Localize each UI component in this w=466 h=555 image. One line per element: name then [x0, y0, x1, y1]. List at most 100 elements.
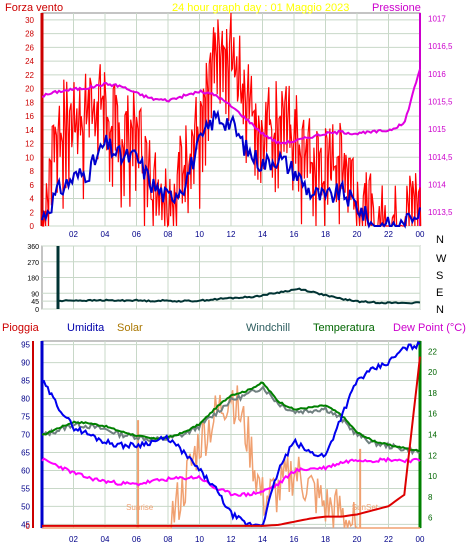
sunrise-label: Sunrise — [126, 503, 154, 512]
dew-point-label: Dew Point (°C) — [393, 322, 466, 334]
wind-tick-label: 30 — [25, 16, 34, 25]
rain-tick-label: 0 — [26, 522, 31, 531]
humidity-tick-label: 60 — [21, 466, 30, 475]
humidity-tick-label: 65 — [21, 448, 30, 457]
bottom-x-tick-label: 04 — [101, 535, 110, 544]
temperature-tick-label: 18 — [428, 389, 437, 398]
bottom-x-tick-label: 22 — [384, 535, 393, 544]
compass-letter: S — [436, 270, 443, 282]
direction-grid — [42, 245, 421, 310]
humidity-tick-label: 90 — [21, 359, 30, 368]
wind-tick-label: 12 — [25, 140, 34, 149]
bottom-x-tick-label: 20 — [353, 535, 362, 544]
top-x-tick-label: 16 — [290, 230, 299, 239]
solar-series — [42, 385, 420, 529]
humidity-tick-label: 70 — [21, 431, 30, 440]
bottom-x-tick-label: 18 — [321, 535, 330, 544]
pressure-tick-label: 1015,5 — [428, 98, 453, 107]
temperature-tick-label: 12 — [428, 451, 437, 460]
humidity-tick-label: 50 — [21, 502, 30, 511]
direction-tick-label: 0 — [35, 307, 39, 314]
wind-tick-label: 24 — [25, 57, 34, 66]
top-x-tick-label: 02 — [69, 230, 78, 239]
direction-tick-label: 45 — [31, 299, 39, 306]
humidity-tick-label: 75 — [21, 413, 30, 422]
temperature-tick-label: 20 — [428, 368, 437, 377]
pressure-label: Pressione — [372, 2, 421, 14]
top-x-tick-label: 14 — [258, 230, 267, 239]
wind-tick-label: 4 — [30, 195, 35, 204]
bottom-grid — [42, 341, 421, 528]
pressure-series — [41, 68, 421, 145]
bottom-x-tick-label: 10 — [195, 535, 204, 544]
pressure-tick-label: 1017 — [428, 15, 446, 24]
rain-series — [42, 356, 421, 527]
wind-tick-label: 14 — [25, 126, 34, 135]
top-x-tick-label: 18 — [321, 230, 330, 239]
wind-tick-label: 6 — [30, 181, 35, 190]
top-x-tick-label: 06 — [132, 230, 141, 239]
bottom-x-tick-label: 06 — [132, 535, 141, 544]
compass-letter: W — [436, 253, 447, 265]
bottom-x-tick-label: 02 — [69, 535, 78, 544]
top-x-tick-label: 20 — [353, 230, 362, 239]
temperature-tick-label: 6 — [428, 514, 433, 523]
top-x-tick-label: 08 — [164, 230, 173, 239]
wind-tick-label: 22 — [25, 71, 34, 80]
top-x-tick-label: 12 — [227, 230, 236, 239]
humidity-tick-label: 80 — [21, 395, 30, 404]
sunset-label: SunSet — [352, 503, 379, 512]
bottom-x-tick-label: 08 — [164, 535, 173, 544]
bottom-x-tick-label: 12 — [227, 535, 236, 544]
humidity-tick-label: 85 — [21, 377, 30, 386]
temperature-tick-label: 14 — [428, 431, 437, 440]
wind-tick-label: 0 — [30, 222, 35, 231]
humidity-tick-label: 55 — [21, 484, 30, 493]
wind-tick-label: 18 — [25, 98, 34, 107]
rain-label: Pioggia — [2, 322, 39, 334]
pressure-tick-label: 1016 — [428, 70, 446, 79]
top-x-tick-label: 00 — [416, 230, 425, 239]
wind-tick-label: 8 — [30, 167, 35, 176]
humidity-tick-label: 45 — [21, 520, 30, 529]
pressure-tick-label: 1014,5 — [428, 153, 453, 162]
direction-tick-label: 360 — [27, 244, 39, 251]
temperature-tick-label: 10 — [428, 472, 437, 481]
wind-direction-series — [57, 287, 421, 305]
humidity-label: Umidita — [67, 322, 105, 334]
compass-letter: E — [436, 287, 443, 299]
compass-letter: N — [436, 304, 444, 316]
wind-gust-series — [41, 12, 422, 228]
wind-tick-label: 28 — [25, 30, 34, 39]
wind-tick-label: 16 — [25, 112, 34, 121]
bottom-x-tick-label: 16 — [290, 535, 299, 544]
pressure-tick-label: 1015 — [428, 125, 446, 134]
wind-average-series — [41, 109, 421, 229]
direction-tick-label: 90 — [31, 291, 39, 298]
temperature-label: Temperatura — [313, 322, 375, 334]
dewpoint-series — [41, 456, 421, 498]
wind-tick-label: 26 — [25, 43, 34, 52]
humidity-series — [41, 340, 421, 528]
compass-letter: N — [436, 234, 444, 246]
bottom-x-tick-label: 00 — [416, 535, 425, 544]
direction-tick-label: 270 — [27, 260, 39, 267]
windchill-series — [41, 385, 421, 456]
bottom-x-tick-label: 14 — [258, 535, 267, 544]
solar-label: Solar — [117, 322, 143, 334]
temperature-tick-label: 8 — [428, 493, 433, 502]
pressure-tick-label: 1016,5 — [428, 42, 453, 51]
wind-tick-label: 2 — [30, 208, 35, 217]
top-x-tick-label: 10 — [195, 230, 204, 239]
top-x-tick-label: 22 — [384, 230, 393, 239]
direction-tick-label: 180 — [27, 276, 39, 283]
wind-tick-label: 20 — [25, 85, 34, 94]
wind-tick-label: 10 — [25, 153, 34, 162]
pressure-tick-label: 1013,5 — [428, 208, 453, 217]
pressure-tick-label: 1014 — [428, 181, 446, 190]
chart-date-title: 24 hour graph day : 01 Maggio 2023 — [172, 2, 350, 14]
top-x-tick-label: 04 — [101, 230, 110, 239]
temperature-tick-label: 22 — [428, 347, 437, 356]
